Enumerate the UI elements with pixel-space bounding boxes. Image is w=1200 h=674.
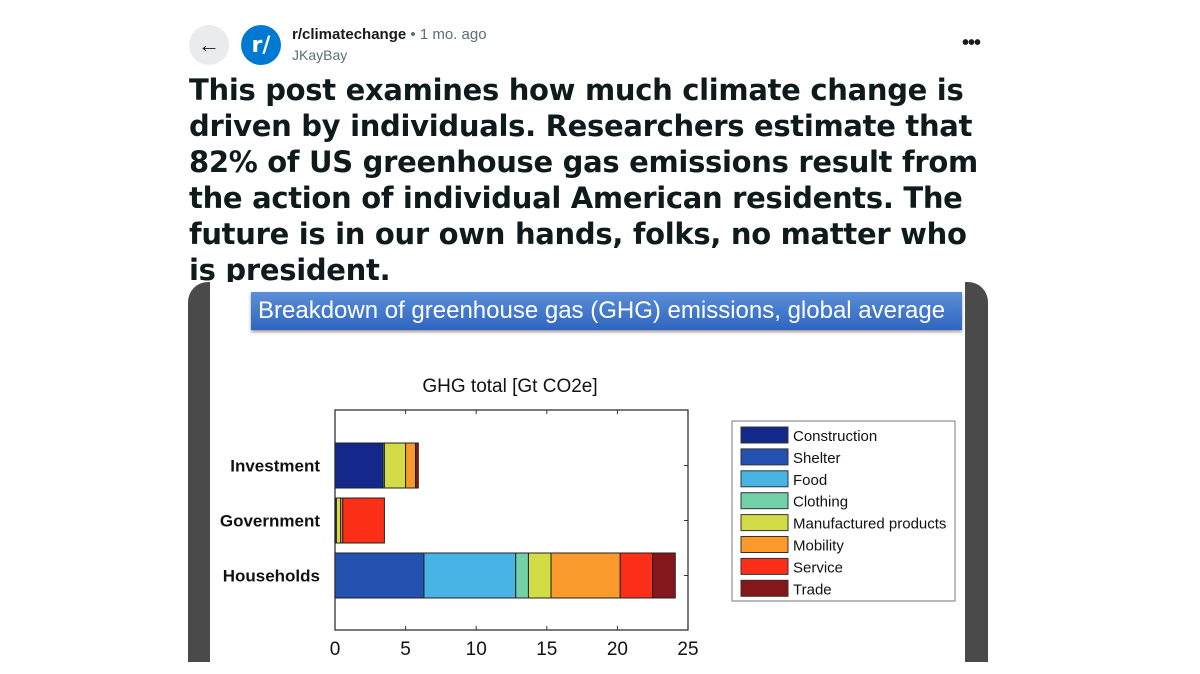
category-label: Households — [223, 567, 320, 586]
chart: GHG total [Gt CO2e] Investment Government… — [220, 376, 956, 660]
bar-government-service — [342, 497, 385, 544]
x-tick-label: 15 — [536, 639, 557, 660]
bar-investment-manufactured-products — [383, 442, 407, 489]
legend-swatch — [740, 448, 789, 466]
post-image[interactable]: Breakdown of greenhouse gas (GHG) emissi… — [188, 282, 988, 662]
post-age: 1 mo. ago — [419, 26, 487, 43]
author-link[interactable]: JKayBay — [292, 47, 348, 63]
subreddit-link[interactable]: r/climatechange — [292, 26, 407, 43]
x-tick-label: 10 — [466, 639, 487, 660]
bar-government-manufactured-products — [335, 497, 342, 544]
bar-households-trade — [652, 552, 676, 599]
post-title: This post examines how much climate chan… — [189, 73, 978, 287]
back-button[interactable]: ← — [189, 25, 229, 65]
legend-swatch — [740, 514, 789, 532]
ellipsis-icon: ••• — [962, 32, 981, 54]
legend-swatch — [740, 536, 789, 553]
bar-households-manufactured-products — [527, 552, 552, 599]
legend-label: Construction — [793, 428, 877, 445]
post-meta: r/climatechange • 1 mo. ago — [292, 26, 487, 43]
bar-investment-construction — [334, 442, 384, 489]
separator: • — [410, 26, 416, 43]
subreddit-avatar[interactable]: r/ — [241, 25, 281, 65]
legend-label: Trade — [793, 581, 832, 598]
x-tick-label: 25 — [677, 639, 698, 660]
chart-title: GHG total [Gt CO2e] — [422, 376, 597, 397]
legend-swatch — [740, 557, 789, 575]
bar-households-shelter — [334, 552, 425, 599]
slide-title: Breakdown of greenhouse gas (GHG) emissi… — [251, 292, 962, 330]
more-options-button[interactable]: ••• — [962, 32, 981, 55]
bar-investment-trade — [414, 442, 419, 489]
category-label: Government — [220, 512, 320, 531]
bar-households-service — [619, 552, 654, 599]
x-tick-label: 5 — [400, 639, 411, 660]
legend-label: Manufactured products — [793, 516, 946, 533]
legend-swatch — [740, 426, 789, 444]
legend-swatch — [740, 579, 789, 597]
legend-swatch — [740, 470, 789, 488]
bar-investment-mobility — [405, 442, 416, 489]
legend-label: Clothing — [793, 494, 848, 511]
legend-label: Shelter — [793, 450, 841, 467]
legend-swatch — [740, 492, 789, 510]
legend-label: Food — [793, 472, 827, 489]
arrow-left-icon: ← — [198, 32, 220, 57]
bar-households-clothing — [515, 552, 529, 599]
x-tick-label: 20 — [607, 639, 628, 660]
legend-label: Service — [793, 559, 843, 576]
category-label: Investment — [230, 457, 320, 476]
legend-label: Mobility — [793, 538, 844, 555]
x-tick-label: 0 — [330, 639, 341, 660]
bar-households-mobility — [550, 552, 621, 599]
bar-households-food — [423, 552, 517, 599]
